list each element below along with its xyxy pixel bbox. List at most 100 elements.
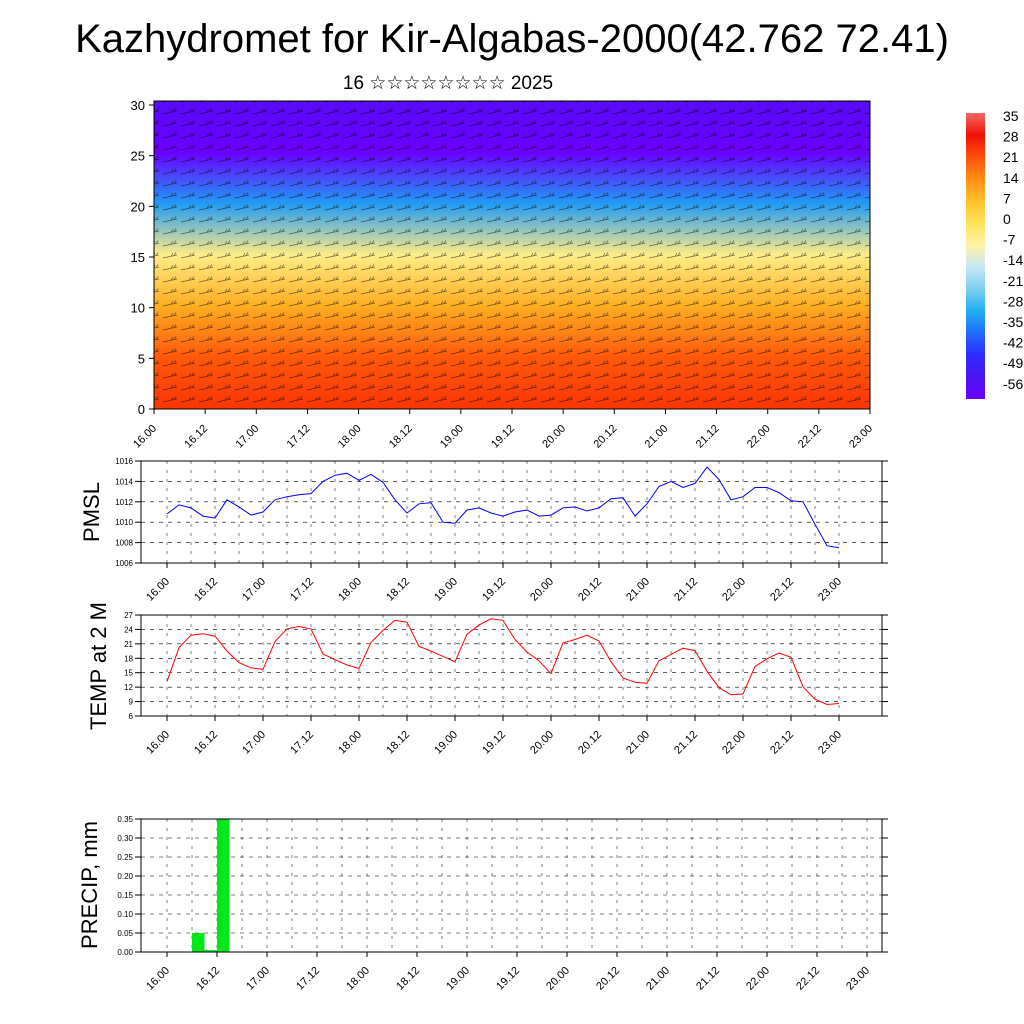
x-tick-label: 20.00 bbox=[544, 965, 572, 993]
y-tick-label: 6 bbox=[129, 712, 134, 721]
precip-bar bbox=[204, 950, 217, 953]
x-tick-label: 21.12 bbox=[694, 423, 722, 451]
precip-x-axis: 16.00 16.12 17.00 17.12 18.00 18.12 19.00 19.12… bbox=[144, 952, 872, 993]
x-tick-label: 21.12 bbox=[672, 576, 700, 604]
x-tick-label: 20.00 bbox=[528, 729, 556, 757]
cross-section-panel: 0 5 10 15 20 25 30 16.00 16.12 17.00 17.12 18.00 18… bbox=[131, 98, 876, 451]
page-subtitle: 16 ☆☆☆☆☆☆☆☆ 2025 bbox=[342, 73, 554, 94]
colorbar-label: -14 bbox=[1003, 252, 1023, 268]
x-tick-label: 16.00 bbox=[144, 576, 172, 604]
y-tick-label: 0.15 bbox=[117, 891, 133, 900]
temp-series-line bbox=[166, 618, 840, 706]
x-tick-label: 22.12 bbox=[796, 423, 824, 451]
x-tick-label: 18.00 bbox=[336, 423, 364, 451]
x-tick-label: 20.00 bbox=[528, 576, 556, 604]
x-tick-label: 19.00 bbox=[432, 576, 460, 604]
precip-y-axis: 0.00 0.05 0.10 0.15 0.20 0.25 0.30 0.35 bbox=[117, 815, 888, 957]
x-tick-label: 22.12 bbox=[768, 729, 796, 757]
x-tick-label: 19.12 bbox=[494, 965, 522, 993]
temp-grid bbox=[141, 614, 882, 717]
x-tick-label: 19.12 bbox=[480, 729, 508, 757]
colorbar-label: -7 bbox=[1003, 232, 1016, 248]
y-tick-label: 0.30 bbox=[117, 834, 133, 843]
x-tick-label: 18.12 bbox=[387, 423, 415, 451]
x-tick-label: 21.00 bbox=[624, 576, 652, 604]
x-tick-label: 17.00 bbox=[240, 576, 268, 604]
x-tick-label: 23.00 bbox=[844, 965, 872, 993]
precip-frame bbox=[140, 818, 883, 953]
y-tick-label: 1016 bbox=[115, 457, 133, 466]
colorbar-label: 7 bbox=[1003, 190, 1011, 206]
x-tick-label: 22.00 bbox=[720, 576, 748, 604]
y-tick-label: 12 bbox=[124, 683, 133, 692]
y-tick-label: 0.05 bbox=[117, 929, 133, 938]
colorbar: 35 28 21 14 7 0 -7 -14 -21 -28 -35 -42 -49 -56 bbox=[966, 108, 1023, 399]
x-tick-label: 23.00 bbox=[847, 423, 875, 451]
colorbar-ramp bbox=[966, 113, 985, 399]
temp-frame bbox=[140, 614, 883, 717]
x-tick-label: 20.12 bbox=[591, 423, 619, 451]
x-tick-label: 21.00 bbox=[624, 729, 652, 757]
y-tick-label: 25 bbox=[131, 149, 145, 164]
colorbar-label: -35 bbox=[1003, 314, 1023, 330]
temp-y-axis: 6 9 12 15 18 21 24 27 bbox=[124, 611, 888, 721]
y-tick-label: 0 bbox=[138, 402, 145, 417]
x-tick-label: 18.12 bbox=[394, 965, 422, 993]
colorbar-label: 35 bbox=[1003, 108, 1019, 124]
x-tick-label: 22.00 bbox=[720, 729, 748, 757]
x-tick-label: 21.00 bbox=[644, 965, 672, 993]
temp-panel: 6 9 12 15 18 21 24 27 16.00 16.12 17.00 17.12 18.00… bbox=[86, 602, 888, 757]
precip-bar bbox=[192, 933, 205, 952]
x-tick-label: 18.12 bbox=[384, 729, 412, 757]
y-tick-label: 24 bbox=[124, 625, 133, 634]
x-tick-label: 16.12 bbox=[192, 576, 220, 604]
colorbar-label: 21 bbox=[1003, 149, 1019, 165]
temp-y-label: TEMP at 2 M bbox=[86, 602, 111, 730]
x-tick-label: 16.00 bbox=[131, 423, 159, 451]
y-tick-label: 10 bbox=[131, 301, 145, 316]
colorbar-label: -56 bbox=[1003, 376, 1023, 392]
y-tick-label: 1006 bbox=[115, 559, 133, 568]
y-tick-label: 21 bbox=[124, 640, 133, 649]
x-tick-label: 23.00 bbox=[816, 576, 844, 604]
pmsl-grid bbox=[141, 460, 882, 564]
x-tick-label: 18.00 bbox=[336, 576, 364, 604]
colorbar-label: -49 bbox=[1003, 355, 1023, 371]
colorbar-label: 0 bbox=[1003, 211, 1011, 227]
precip-bar bbox=[217, 819, 230, 952]
x-tick-label: 22.00 bbox=[745, 423, 773, 451]
pmsl-series-line bbox=[166, 466, 840, 549]
x-tick-label: 17.00 bbox=[240, 729, 268, 757]
x-tick-label: 16.00 bbox=[144, 965, 172, 993]
colorbar-labels: 35 28 21 14 7 0 -7 -14 -21 -28 -35 -42 -49 -56 bbox=[1003, 108, 1023, 392]
y-tick-label: 0.35 bbox=[117, 815, 133, 824]
colorbar-label: 14 bbox=[1003, 170, 1019, 186]
colorbar-label: -28 bbox=[1003, 293, 1023, 309]
page-title: Kazhydromet for Kir-Algabas-2000(42.762 … bbox=[75, 17, 949, 61]
y-tick-label: 1008 bbox=[115, 539, 133, 548]
y-tick-label: 5 bbox=[138, 351, 145, 366]
pmsl-frame bbox=[140, 460, 883, 564]
pmsl-y-label: PMSL bbox=[79, 482, 104, 542]
colorbar-label: 28 bbox=[1003, 129, 1019, 145]
x-tick-label: 16.12 bbox=[192, 729, 220, 757]
precip-y-label: PRECIP, mm bbox=[77, 821, 102, 949]
pmsl-panel: 1006 1008 1010 1012 1014 1016 16.00 16.12 17.00… bbox=[79, 457, 888, 604]
wind-barbs-overlay bbox=[154, 101, 870, 409]
y-tick-label: 1010 bbox=[115, 518, 133, 527]
x-tick-label: 21.12 bbox=[694, 965, 722, 993]
y-tick-label: 30 bbox=[131, 98, 145, 113]
colorbar-label: -42 bbox=[1003, 335, 1023, 351]
y-tick-label: 9 bbox=[129, 698, 134, 707]
precip-grid bbox=[141, 818, 882, 953]
x-tick-label: 18.12 bbox=[384, 576, 412, 604]
x-tick-label: 20.12 bbox=[576, 576, 604, 604]
x-tick-label: 16.00 bbox=[144, 729, 172, 757]
x-tick-label: 21.12 bbox=[672, 729, 700, 757]
y-tick-label: 0.25 bbox=[117, 853, 133, 862]
x-tick-label: 22.12 bbox=[794, 965, 822, 993]
y-tick-label: 18 bbox=[124, 654, 133, 663]
x-tick-label: 20.00 bbox=[540, 423, 568, 451]
x-tick-label: 17.00 bbox=[244, 965, 272, 993]
x-tick-label: 20.12 bbox=[576, 729, 604, 757]
